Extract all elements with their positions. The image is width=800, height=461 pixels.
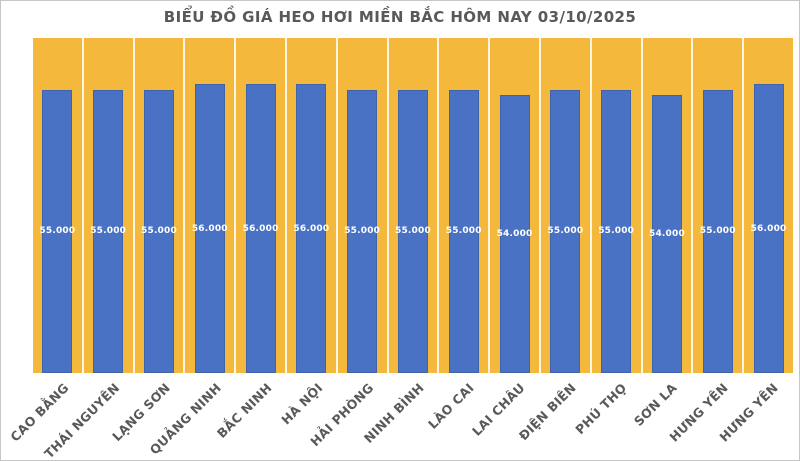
bar-value-label: 55.000 [699, 226, 736, 237]
category-column: 55.000 [338, 38, 389, 373]
price-bar: 55.000 [344, 89, 381, 373]
category-column: 56.000 [236, 38, 287, 373]
price-bar: 55.000 [445, 89, 482, 373]
bar-value-label: 54.000 [496, 228, 533, 239]
bar-value-label: 55.000 [395, 226, 431, 237]
bar-value-label: 55.000 [141, 226, 177, 237]
x-axis-label: HÀ NỘI [277, 380, 326, 428]
bar-value-label: 55.000 [598, 226, 635, 237]
price-bar: 55.000 [598, 89, 635, 373]
price-bar: 55.000 [141, 89, 177, 373]
price-bar: 55.000 [395, 89, 431, 373]
price-bar: 54.000 [648, 94, 685, 373]
bar-value-label: 55.000 [39, 226, 76, 237]
x-axis-label: SƠN LA [631, 380, 680, 429]
price-bar: 56.000 [191, 84, 228, 373]
bar-value-label: 56.000 [750, 223, 787, 234]
bar-value-label: 55.000 [344, 226, 381, 237]
plot-area: 55.000 55.000 55.000 56.000 56.000 56.000 55.0… [33, 38, 793, 373]
bar-value-label: 54.000 [648, 228, 685, 239]
price-bar: 56.000 [750, 84, 787, 373]
bar-value-label: 56.000 [293, 223, 330, 234]
category-column: 54.000 [490, 38, 541, 373]
bar-value-label: 55.000 [90, 226, 127, 237]
category-column: 55.000 [84, 38, 135, 373]
x-axis-label: PHÚ THỌ [572, 380, 630, 438]
category-column: 55.000 [389, 38, 440, 373]
price-bar: 55.000 [39, 89, 76, 373]
price-bar: 56.000 [293, 84, 330, 373]
category-column: 56.000 [185, 38, 237, 373]
price-bar: 55.000 [699, 89, 736, 373]
category-column: 55.000 [439, 38, 491, 373]
category-column: 55.000 [693, 38, 745, 373]
category-column: 55.000 [592, 38, 643, 373]
price-bar: 55.000 [90, 89, 127, 373]
price-bar: 55.000 [547, 89, 584, 373]
category-column: 55.000 [135, 38, 186, 373]
chart-title: BIỂU ĐỒ GIÁ HEO HƠI MIỀN BẮC HÔM NAY 03/… [163, 8, 637, 26]
price-bar: 54.000 [496, 94, 533, 373]
bar-value-label: 55.000 [445, 226, 482, 237]
bar-value-label: 56.000 [242, 223, 279, 234]
price-bar: 56.000 [242, 84, 279, 373]
bar-value-label: 55.000 [547, 226, 584, 237]
category-column: 54.000 [643, 38, 694, 373]
category-column: 56.000 [744, 38, 793, 373]
category-column: 55.000 [33, 38, 84, 373]
bar-value-label: 56.000 [191, 223, 228, 234]
category-column: 56.000 [287, 38, 338, 373]
category-column: 55.000 [541, 38, 592, 373]
x-axis-label: LÀO CAI [425, 380, 478, 432]
